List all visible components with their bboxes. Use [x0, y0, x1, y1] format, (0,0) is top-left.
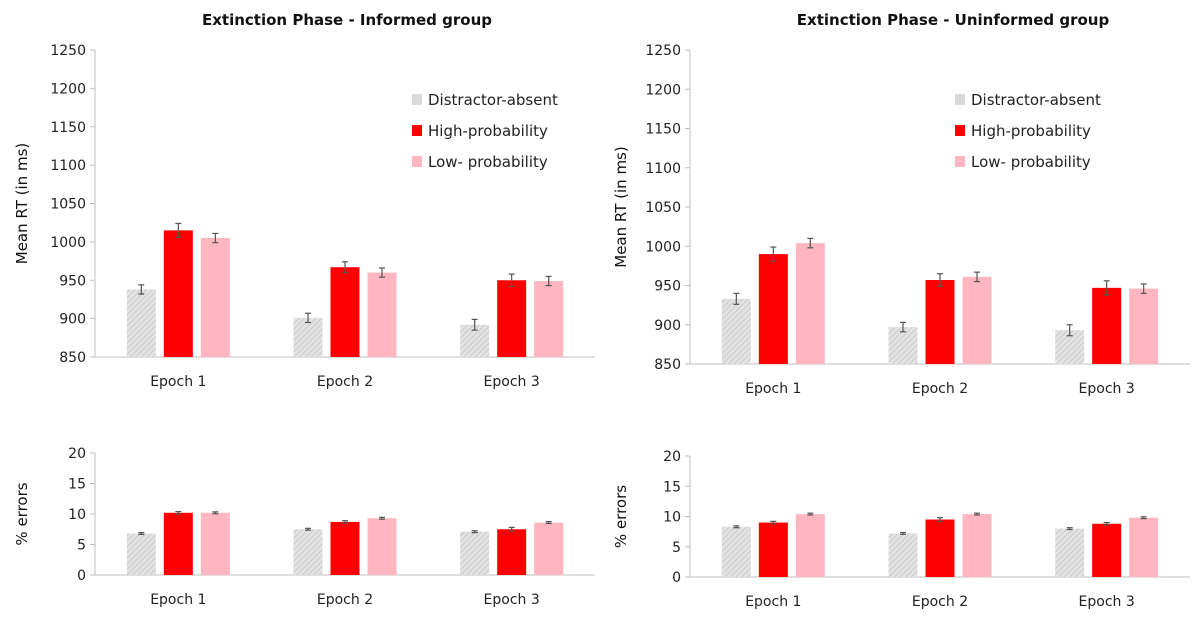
y-tick-label: 1150 [50, 120, 86, 136]
y-tick-label: 1100 [50, 158, 86, 174]
y-axis-label: % errors [612, 485, 630, 548]
bar-low-probability-epoch-3 [534, 522, 564, 575]
y-tick-label: 5 [77, 538, 86, 554]
legend-label: Low- probability [428, 153, 548, 171]
y-tick-label: 20 [663, 449, 681, 465]
y-tick-label: 0 [672, 570, 681, 586]
bar-high-probability-epoch-3 [1092, 523, 1122, 577]
rt-informed-chart: Extinction Phase - Informed group Mean RT… [13, 11, 595, 390]
legend-label: Distractor-absent [971, 91, 1101, 109]
bar-low-probability-epoch-1 [200, 512, 230, 575]
bar-low-probability-epoch-3 [1129, 517, 1159, 577]
y-tick-label: 1150 [645, 122, 681, 138]
bar-low-probability-epoch-2 [962, 276, 992, 364]
legend: Distractor-absent High-probability Low- pr… [955, 91, 1101, 171]
y-tick-label: 1250 [645, 43, 681, 59]
x-category-label: Epoch 3 [1079, 381, 1135, 397]
y-tick-label: 15 [663, 479, 681, 495]
bar-distractor-absent-epoch-2 [293, 317, 323, 357]
bar-distractor-absent-epoch-1 [721, 298, 751, 364]
bar-low-probability-epoch-2 [962, 514, 992, 577]
y-tick-label: 1000 [645, 239, 681, 255]
x-category-label: Epoch 2 [317, 374, 373, 390]
y-tick-label: 1200 [50, 81, 86, 97]
legend-swatch-distractor-absent [955, 94, 965, 105]
y-axis-label: Mean RT (in ms) [13, 143, 31, 264]
chart-title: Extinction Phase - Uninformed group [797, 11, 1110, 29]
y-tick-label: 5 [672, 540, 681, 556]
x-category-label: Epoch 2 [912, 594, 968, 610]
legend-label: Low- probability [971, 153, 1091, 171]
bar-distractor-absent-epoch-2 [888, 327, 918, 364]
legend-swatch-low-probability [412, 156, 422, 167]
bar-low-probability-epoch-2 [367, 272, 397, 357]
bar-high-probability-epoch-2 [925, 519, 955, 577]
legend-label: High-probability [971, 122, 1091, 140]
y-tick-label: 20 [68, 446, 86, 462]
bar-low-probability-epoch-3 [1129, 288, 1159, 364]
bar-high-probability-epoch-2 [330, 521, 360, 575]
y-tick-label: 1050 [50, 197, 86, 213]
bar-high-probability-epoch-3 [497, 529, 527, 575]
x-category-label: Epoch 1 [150, 374, 206, 390]
rt-uninformed-chart: Extinction Phase - Uninformed group Mean … [612, 11, 1190, 397]
bar-low-probability-epoch-1 [200, 238, 230, 357]
bar-high-probability-epoch-1 [163, 512, 193, 575]
y-tick-label: 1250 [50, 43, 86, 59]
y-tick-label: 10 [68, 507, 86, 523]
legend-swatch-high-probability [955, 125, 965, 136]
y-tick-label: 1100 [645, 161, 681, 177]
bar-high-probability-epoch-1 [163, 230, 193, 357]
bar-low-probability-epoch-3 [534, 281, 564, 357]
legend-label: High-probability [428, 122, 548, 140]
bar-distractor-absent-epoch-1 [126, 289, 156, 357]
y-tick-label: 850 [59, 350, 86, 366]
bar-distractor-absent-epoch-2 [293, 529, 323, 575]
bar-distractor-absent-epoch-1 [126, 533, 156, 575]
bar-low-probability-epoch-2 [367, 518, 397, 575]
legend-label: Distractor-absent [428, 91, 558, 109]
bar-high-probability-epoch-3 [1092, 287, 1122, 364]
x-category-label: Epoch 3 [484, 374, 540, 390]
y-tick-label: 950 [654, 279, 681, 295]
y-tick-label: 1200 [645, 82, 681, 98]
chart-title: Extinction Phase - Informed group [202, 11, 492, 29]
bar-low-probability-epoch-1 [795, 243, 825, 364]
bar-distractor-absent-epoch-3 [1055, 528, 1085, 577]
y-tick-label: 1000 [50, 235, 86, 251]
x-category-label: Epoch 1 [745, 594, 801, 610]
y-tick-label: 850 [654, 357, 681, 373]
y-tick-label: 15 [68, 477, 86, 493]
bar-low-probability-epoch-1 [795, 514, 825, 577]
x-category-label: Epoch 2 [912, 381, 968, 397]
legend-swatch-distractor-absent [412, 94, 422, 105]
bar-distractor-absent-epoch-3 [460, 531, 490, 575]
legend-swatch-low-probability [955, 156, 965, 167]
bar-high-probability-epoch-2 [925, 280, 955, 364]
bar-high-probability-epoch-3 [497, 280, 527, 357]
y-axis-label: % errors [13, 482, 31, 545]
bar-distractor-absent-epoch-1 [721, 526, 751, 577]
legend-swatch-high-probability [412, 125, 422, 136]
x-category-label: Epoch 3 [484, 592, 540, 608]
y-tick-label: 0 [77, 568, 86, 584]
x-category-label: Epoch 2 [317, 592, 373, 608]
bar-high-probability-epoch-2 [330, 267, 360, 357]
err-informed-chart: % errors 0 5 10 15 20 Epoch 1 Epoch 2 Epoch 3 [13, 446, 595, 608]
legend: Distractor-absent High-probability Low- pr… [412, 91, 558, 171]
y-axis-label: Mean RT (in ms) [612, 146, 630, 267]
x-category-label: Epoch 3 [1079, 594, 1135, 610]
y-tick-label: 900 [654, 318, 681, 334]
bar-distractor-absent-epoch-2 [888, 533, 918, 577]
y-tick-label: 1050 [645, 200, 681, 216]
y-tick-label: 950 [59, 273, 86, 289]
x-category-label: Epoch 1 [150, 592, 206, 608]
y-tick-label: 900 [59, 312, 86, 328]
x-category-label: Epoch 1 [745, 381, 801, 397]
y-tick-label: 10 [663, 510, 681, 526]
bar-high-probability-epoch-1 [758, 254, 788, 364]
err-uninformed-chart: % errors 0 5 10 15 20 Epoch 1 Epoch 2 Epoch 3 [612, 449, 1190, 610]
bar-high-probability-epoch-1 [758, 522, 788, 577]
